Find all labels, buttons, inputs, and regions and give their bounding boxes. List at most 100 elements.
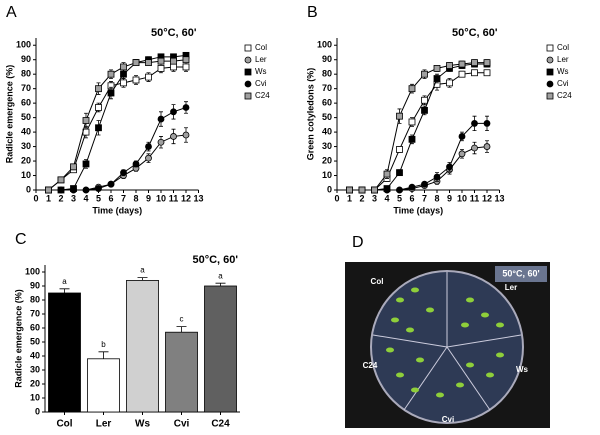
data-point [371,186,378,194]
y-axis-title: Radicle emergence (%) [4,65,14,164]
data-point [120,63,127,71]
data-point [157,57,165,65]
legend-label: Cvi [255,79,267,88]
data-point [70,186,77,194]
error-bar [98,351,109,359]
error-bar [176,326,187,333]
value-label: a [62,277,67,286]
data-point [483,143,491,150]
y-tick-label: 0 [327,184,332,194]
photo-label: Ler [505,283,517,292]
data-point [421,180,428,188]
data-point [182,131,190,139]
x-tick-label: 2 [58,193,63,203]
data-point [120,169,127,177]
data-point [346,186,353,194]
legend-label: C24 [255,91,270,100]
x-tick-label: 0 [33,193,38,203]
data-point [458,133,466,140]
seedling [461,322,469,328]
panel-letter: D [352,234,364,251]
legend-marker [244,68,252,76]
x-tick-label: C24 [211,419,230,430]
y-tick-label: 20 [322,155,332,165]
seedling [411,287,419,293]
data-point [107,89,115,97]
y-tick-label: 70 [30,308,40,318]
value-label: a [218,271,223,280]
seedling [411,387,419,393]
data-point [383,170,391,178]
annotation: 50°C, 60' [452,27,498,39]
y-tick-label: 50 [322,112,332,122]
y-tick-label: 70 [21,83,31,93]
data-point [95,85,102,93]
data-point [132,160,140,168]
legend-label: Cvi [557,79,569,88]
seedling [496,352,504,358]
bar [48,292,81,413]
x-tick-label: 1 [347,193,352,203]
seedling [456,382,464,388]
y-tick-label: 0 [35,406,40,416]
photo-label: Ws [516,365,529,374]
x-tick-label: Ws [135,419,150,430]
x-tick-label: 10 [156,193,166,203]
x-tick-label: Cvi [174,419,190,430]
data-point [446,163,453,171]
data-point [82,160,90,168]
data-point [396,169,403,177]
data-point [95,104,102,111]
photo-panel: D 50°C, 60' Col Ler Ws Cvi C24 [345,234,550,428]
data-point [408,118,416,126]
y-tick-label: 30 [30,364,40,374]
y-tick-label: 90 [30,280,40,290]
data-point [421,70,428,78]
seedling [396,297,404,303]
data-point [132,59,140,67]
photo-annotation: 50°C, 60' [502,268,539,278]
x-tick-label: 9 [146,193,151,203]
x-tick-label: 0 [334,193,339,203]
legend-label: Ler [557,55,569,64]
legend-marker [546,44,554,52]
data-point [458,70,466,78]
x-tick-label: 5 [397,193,402,203]
legend-label: Col [255,43,267,52]
data-point [145,73,152,81]
x-tick-label: 3 [372,193,377,203]
data-point [358,186,366,194]
data-point [182,104,190,111]
y-tick-label: 100 [317,40,332,50]
data-point [170,63,177,71]
seedling [386,347,394,353]
y-tick-label: 50 [30,336,40,346]
data-point [483,120,491,127]
y-tick-label: 10 [30,392,40,402]
legend-label: Ler [255,55,267,64]
data-point [396,112,403,120]
data-point [70,163,77,171]
y-tick-label: 90 [322,54,332,64]
value-label: a [140,266,145,275]
value-label: b [101,340,106,349]
bar [87,358,120,413]
data-point [446,79,453,87]
data-point [408,135,416,143]
data-point [421,96,428,104]
data-point [433,75,441,82]
data-point [82,117,90,124]
annotation: 50°C, 60' [151,27,197,39]
data-point [82,186,90,194]
seedling [436,392,444,398]
data-point [170,57,177,65]
data-point [433,173,441,181]
error-bar [59,288,70,293]
x-tick-label: 13 [494,193,504,203]
seedling [416,357,424,363]
data-point [57,176,65,184]
x-tick-label: 8 [434,193,439,203]
panel-letter: A [6,4,17,21]
x-axis-title: Time (days) [393,205,443,215]
